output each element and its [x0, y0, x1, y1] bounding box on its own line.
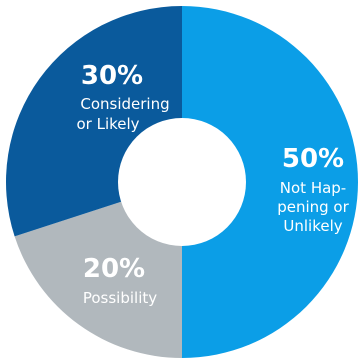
- slice-label-line: Possibility: [83, 289, 157, 307]
- slice-label-line: pening or: [277, 198, 349, 216]
- slice-percent-possibility: 20%: [83, 254, 145, 284]
- slice-label-line: or Likely: [76, 115, 139, 133]
- slice-percent-not-happening: 50%: [282, 144, 344, 174]
- slice-label-not-happening: 50% Not Hap- pening or Unlikely: [277, 144, 349, 235]
- slice-label-line: Not Hap-: [280, 179, 346, 197]
- donut-hole: [118, 118, 246, 246]
- slice-percent-considering: 30%: [81, 61, 143, 91]
- slice-label-line: Unlikely: [283, 217, 342, 235]
- slice-label-line: Considering: [80, 95, 169, 113]
